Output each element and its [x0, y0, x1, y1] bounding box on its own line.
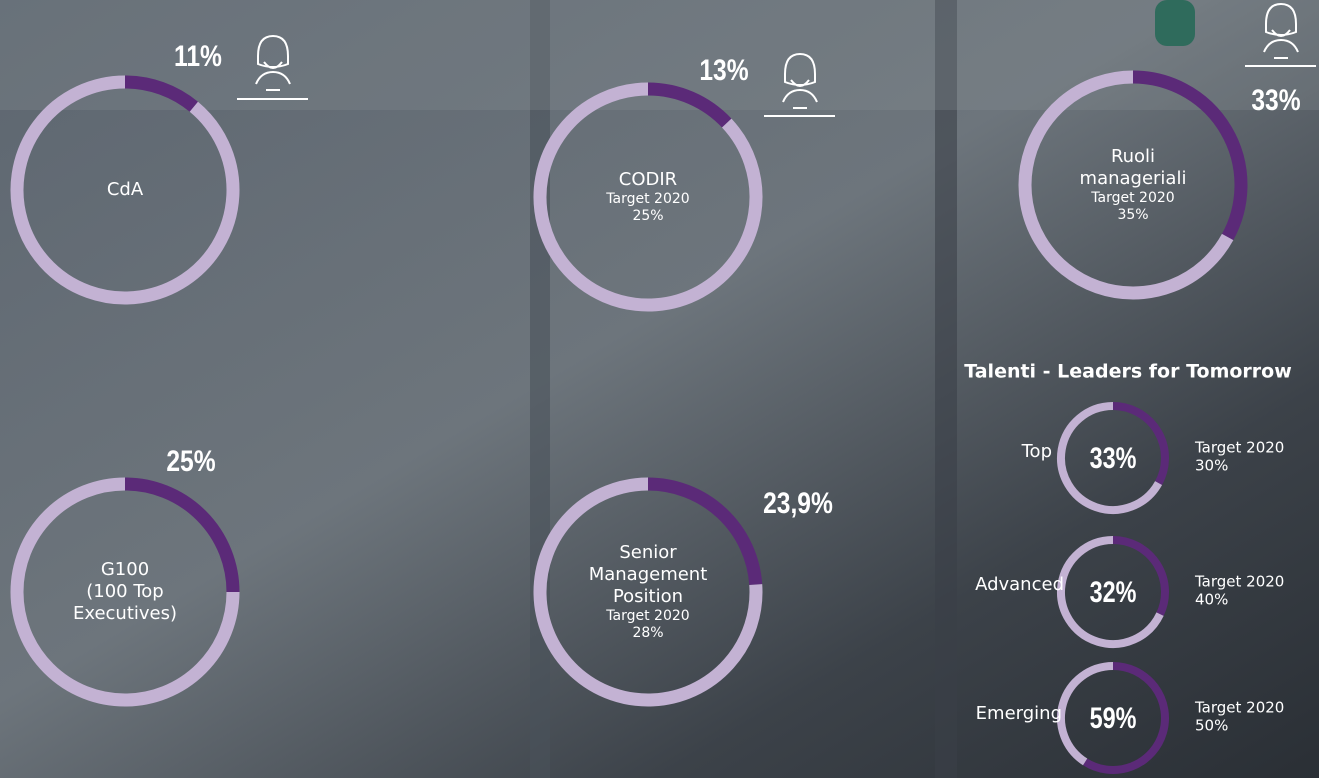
donut-target: 40%	[1195, 591, 1228, 609]
donut-segment	[10, 75, 240, 305]
donut-title: CODIR	[619, 169, 677, 190]
glass-frame	[935, 0, 957, 778]
donut-segment	[1112, 402, 1169, 485]
donut-target: Target 2020	[1194, 699, 1284, 717]
donut-segment	[647, 477, 763, 586]
donut-title: (100 Top	[86, 581, 163, 602]
donut-title: manageriali	[1080, 168, 1187, 189]
donut-title: Ruoli	[1111, 146, 1155, 167]
woman-icon	[764, 52, 835, 117]
donut-target: 25%	[632, 208, 663, 224]
donut-title: G100	[101, 559, 149, 580]
woman-icon	[237, 34, 308, 100]
value-label: 11%	[174, 39, 222, 73]
donut-target: 30%	[1195, 457, 1228, 475]
glass-frame	[530, 0, 550, 778]
donut-target: Target 2020	[1090, 190, 1174, 206]
room-sign	[1155, 0, 1195, 46]
donut-target: Target 2020	[1194, 439, 1284, 457]
donut-title: Senior	[619, 542, 677, 563]
donut-target: Target 2020	[1194, 573, 1284, 591]
donut-segment	[1018, 70, 1234, 300]
donut-segment	[1083, 662, 1169, 774]
value-label: 13%	[699, 53, 748, 87]
donut-target: 35%	[1117, 207, 1148, 223]
value-label: 59%	[1090, 701, 1137, 734]
value-label: 23,9%	[763, 486, 833, 520]
donut-segment	[1132, 70, 1248, 241]
section-heading: Talenti - Leaders for Tomorrow	[964, 361, 1292, 383]
donut-title: Advanced	[975, 574, 1064, 595]
woman-icon	[1245, 2, 1316, 67]
donut-segment	[533, 82, 763, 312]
donut-segment	[1057, 536, 1164, 648]
donut-segment	[647, 82, 732, 128]
value-label: 33%	[1251, 83, 1300, 117]
donut-title: Position	[613, 586, 683, 607]
donut-segment	[1112, 536, 1169, 616]
donut-segment	[124, 75, 198, 112]
donut-segment	[533, 477, 763, 707]
donut-title: Management	[589, 564, 708, 585]
donut-segment	[124, 477, 240, 593]
value-label: 25%	[166, 444, 215, 478]
donut-title: Executives)	[73, 603, 177, 624]
donut-segment	[1057, 662, 1114, 766]
donut-target: Target 2020	[605, 608, 689, 624]
donut-target: 50%	[1195, 717, 1228, 735]
donut-target: Target 2020	[605, 191, 689, 207]
donut-title: Emerging	[976, 703, 1062, 724]
donut-target: 28%	[632, 625, 663, 641]
donut-title: Top	[1021, 441, 1052, 462]
value-label: 32%	[1090, 575, 1137, 608]
donut-segment	[10, 477, 240, 707]
donut-title: CdA	[107, 179, 144, 200]
value-label: 33%	[1090, 441, 1137, 474]
donut-segment	[1057, 402, 1163, 514]
